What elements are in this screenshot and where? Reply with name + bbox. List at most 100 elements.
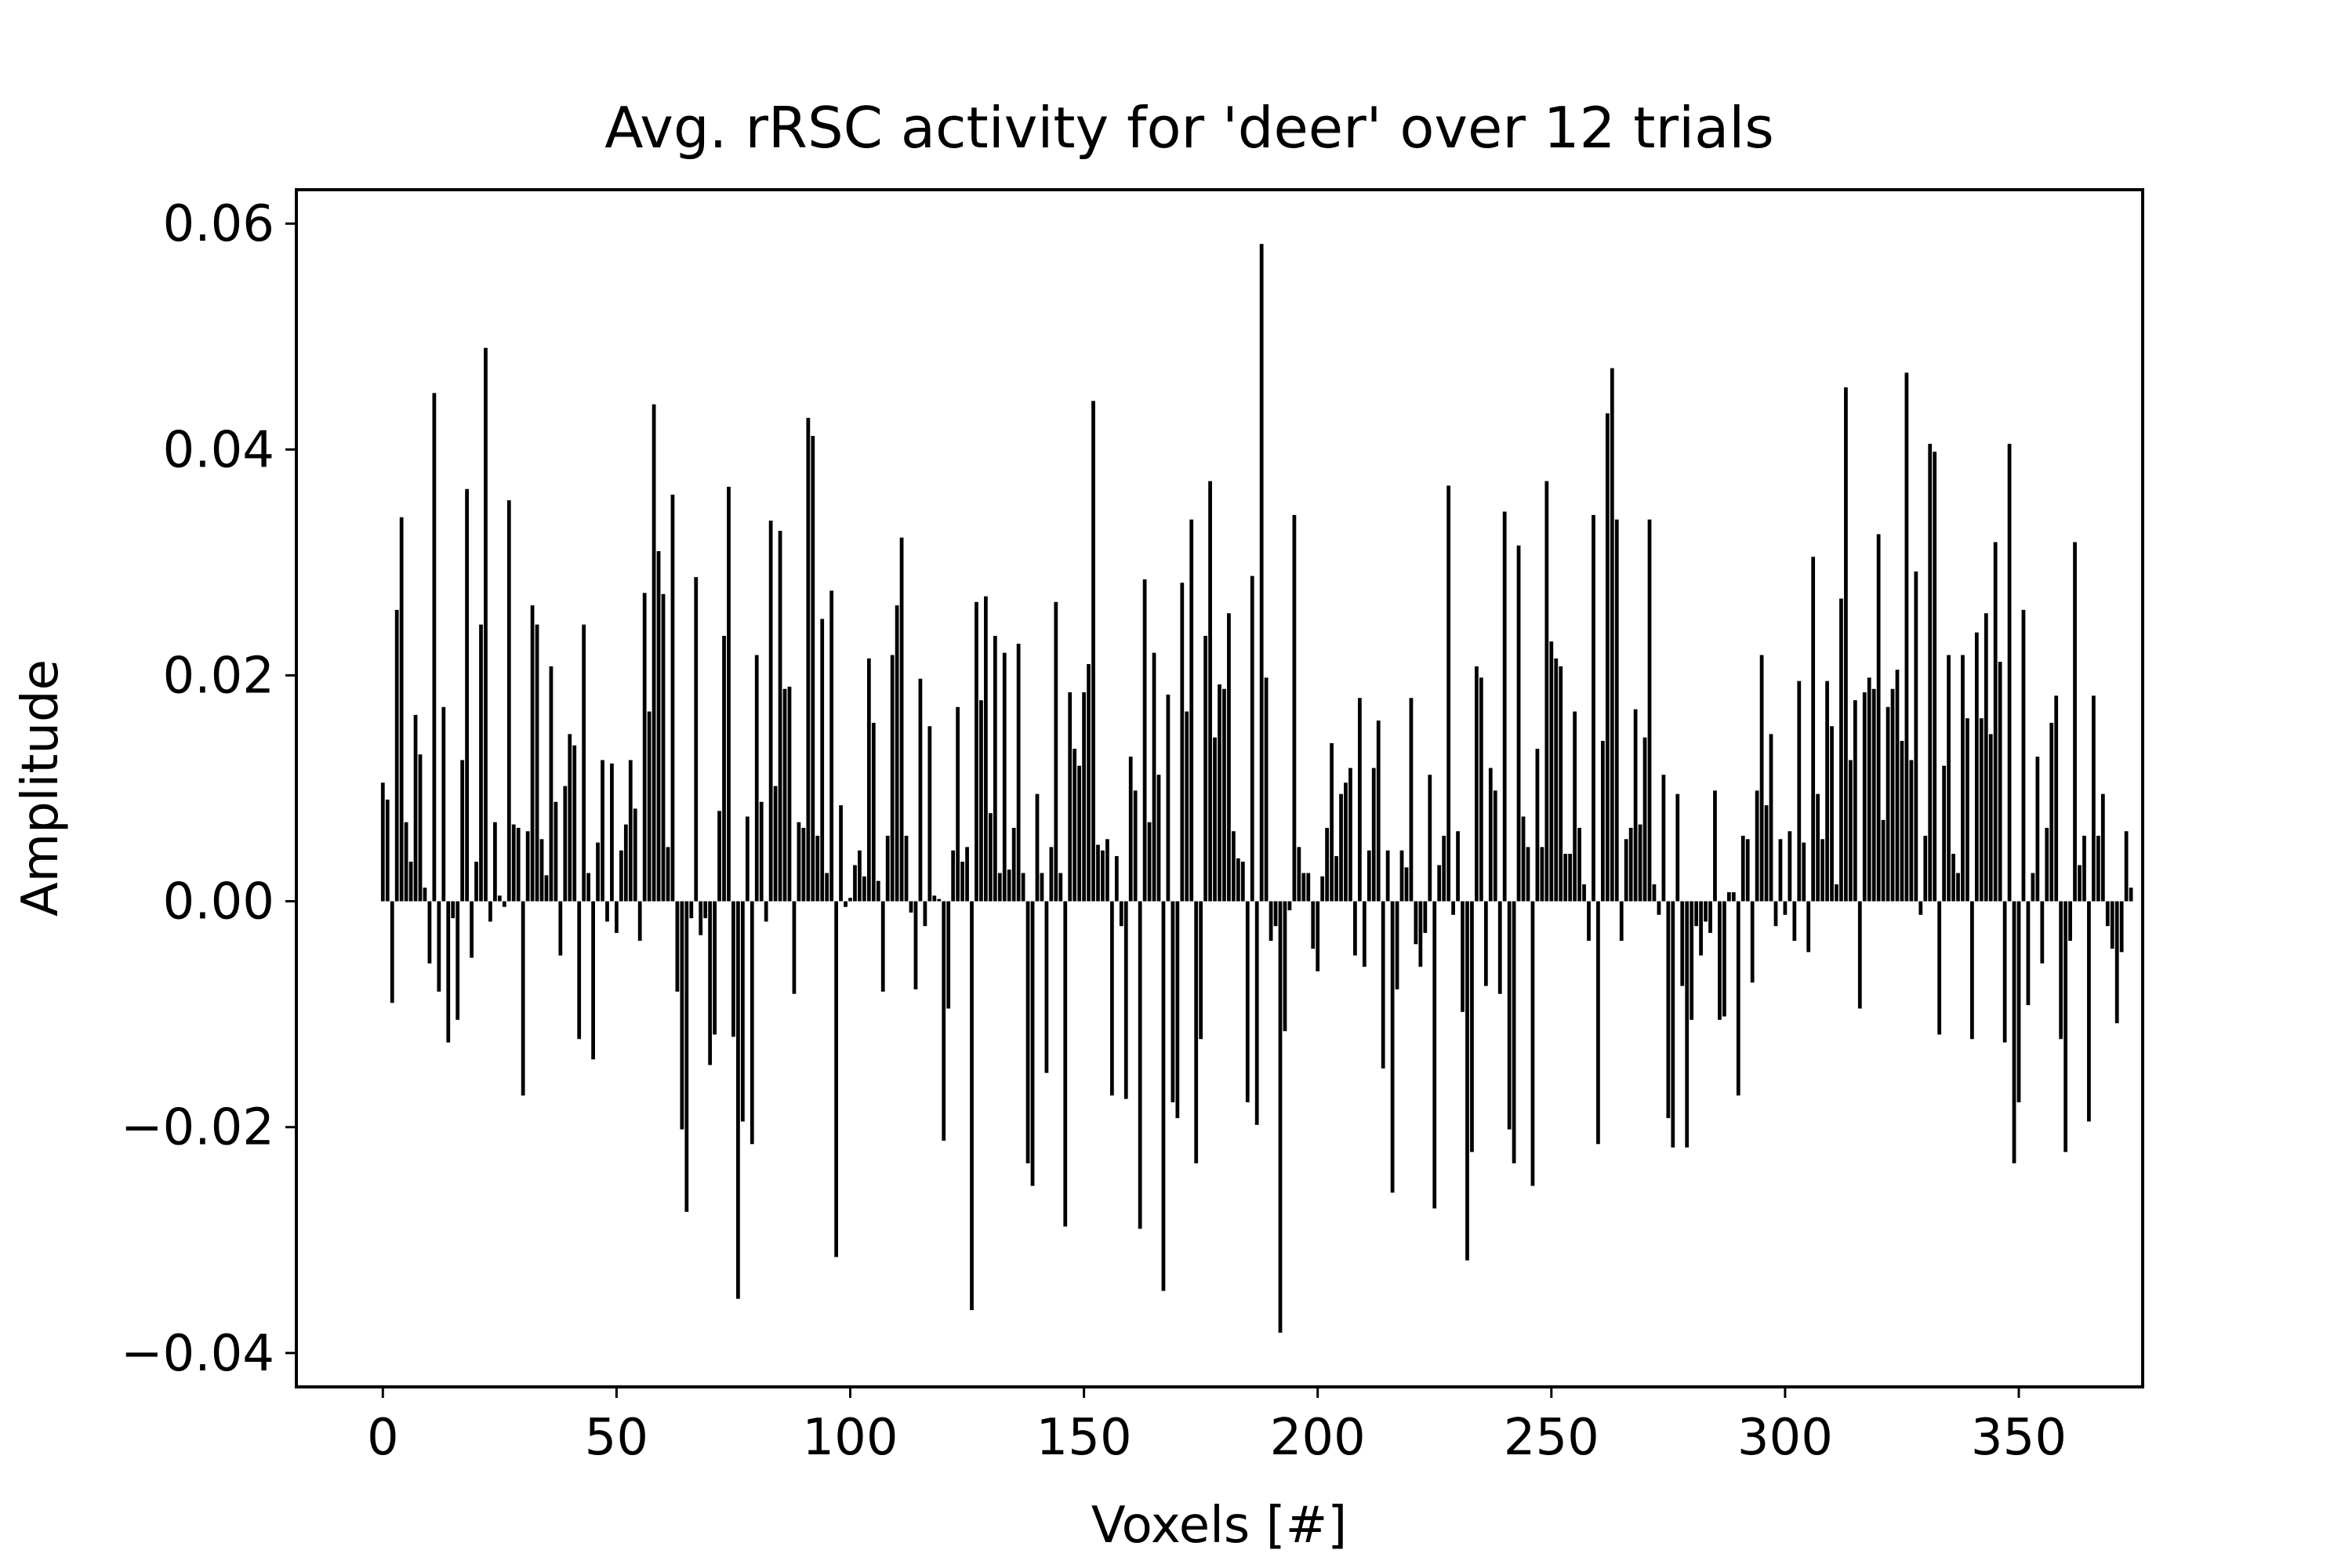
bar [722, 636, 726, 902]
bar [2110, 901, 2114, 949]
bar [1344, 782, 1348, 902]
bar [1867, 677, 1871, 902]
bar [1381, 901, 1385, 1069]
bar [1475, 666, 1479, 902]
bar [1844, 387, 1848, 902]
bar [885, 836, 890, 902]
bar [1119, 901, 1123, 927]
bar [848, 898, 852, 902]
bar [418, 754, 423, 902]
bar [913, 901, 918, 989]
bar [1283, 901, 1287, 1032]
bar [423, 887, 427, 902]
bar [623, 824, 628, 902]
bar [544, 875, 549, 902]
bar [605, 901, 609, 922]
bar [1951, 854, 1955, 902]
bar [1820, 839, 1824, 902]
bar [497, 895, 502, 902]
bar [1264, 677, 1269, 902]
bar [1563, 854, 1568, 902]
bar [1988, 734, 1993, 902]
bar [1778, 839, 1783, 902]
bar [1147, 822, 1152, 902]
bar [1330, 742, 1334, 902]
bar [399, 517, 404, 902]
bar [2087, 901, 2091, 1122]
bar [1652, 884, 1657, 902]
bar [488, 901, 492, 922]
x-tick-label: 150 [1036, 1409, 1132, 1467]
bar [1409, 698, 1414, 902]
bar [1371, 768, 1376, 902]
bar [1671, 901, 1675, 1148]
bar [637, 901, 642, 941]
bar [1240, 862, 1245, 902]
bar [1881, 819, 1886, 902]
bar [1573, 711, 1577, 902]
bar [689, 901, 694, 919]
bar [2026, 901, 2031, 1006]
bar [610, 763, 614, 902]
bar [394, 609, 399, 902]
bar [782, 688, 787, 902]
bar [801, 827, 806, 902]
bar [717, 811, 721, 902]
bar [1890, 688, 1895, 902]
bar [871, 722, 876, 902]
bar [1068, 692, 1073, 902]
bar [1909, 760, 1914, 902]
bar [1185, 711, 1189, 902]
bar [834, 901, 838, 1258]
bar [2059, 901, 2063, 1040]
bar [1465, 901, 1469, 1261]
bar [853, 865, 857, 902]
bar [1947, 655, 1951, 902]
bar-series [380, 244, 2133, 1333]
bar [1123, 901, 1128, 1099]
bar [1502, 511, 1507, 902]
bar [1236, 858, 1240, 902]
bar [2031, 873, 2035, 902]
bar [1011, 827, 1016, 902]
bar [1301, 873, 1306, 902]
bar [1984, 613, 1988, 902]
bar [904, 836, 909, 902]
bar [960, 862, 964, 902]
bar [778, 531, 782, 902]
bar [2035, 757, 2040, 902]
x-axis-label: Voxels [#] [1091, 1497, 1347, 1555]
bar [1021, 873, 1025, 902]
bar [1483, 901, 1488, 986]
bar [1254, 901, 1259, 1125]
bar [1512, 901, 1516, 1163]
bar [1025, 901, 1030, 1163]
bar [1138, 901, 1142, 1229]
bar [1007, 869, 1011, 902]
bar [2049, 722, 2054, 902]
bar [1942, 765, 1946, 902]
bar [1325, 827, 1330, 902]
bar [479, 624, 483, 902]
bar [1442, 836, 1446, 902]
bar [647, 711, 652, 902]
bar [1456, 831, 1460, 902]
bar [918, 678, 923, 902]
bar [661, 593, 666, 902]
bar [1521, 816, 1526, 902]
bar [1961, 655, 1965, 902]
bar [1091, 401, 1095, 902]
bar [1559, 666, 1563, 902]
bar [451, 901, 456, 919]
bar [1175, 901, 1180, 1119]
bar [1432, 901, 1437, 1209]
bar [1194, 901, 1199, 1163]
bar [1736, 901, 1740, 1096]
bar [1675, 793, 1680, 902]
bar [1105, 839, 1109, 902]
bar [1035, 793, 1040, 902]
bar [984, 596, 988, 902]
bar [656, 550, 661, 902]
bar [975, 601, 978, 902]
bar [1446, 485, 1451, 902]
